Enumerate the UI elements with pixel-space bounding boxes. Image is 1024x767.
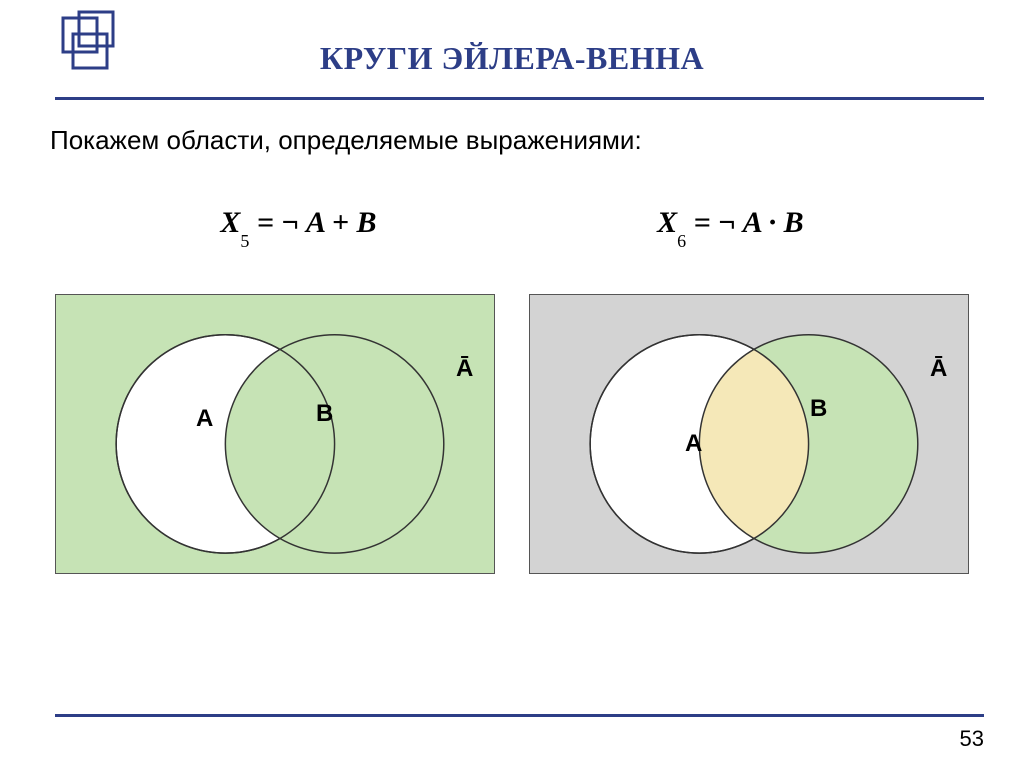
slide-subtitle: Покажем области, определяемые выражениям… bbox=[50, 125, 974, 156]
slide-title: КРУГИ ЭЙЛЕРА-ВЕННА bbox=[40, 20, 984, 77]
venn-diagram-left: A B Ā bbox=[55, 294, 495, 574]
formula-var: X bbox=[220, 206, 240, 239]
venn-diagram-right: A B Ā bbox=[529, 294, 969, 574]
venn-label: Ā bbox=[930, 355, 947, 383]
footer-divider bbox=[55, 714, 984, 717]
formula-expr: = ¬ A + B bbox=[257, 206, 377, 239]
page-number: 53 bbox=[960, 726, 984, 752]
formula-sub: 6 bbox=[677, 231, 686, 251]
venn-label: A bbox=[685, 430, 702, 458]
venn-label: A bbox=[196, 405, 213, 433]
formula-left: X5 = ¬ A + B bbox=[220, 206, 376, 244]
venn-label: B bbox=[316, 400, 333, 428]
diagrams-row: A B Ā A B Ā bbox=[55, 294, 969, 574]
formula-row: X5 = ¬ A + B X6 = ¬ A · B bbox=[80, 206, 944, 244]
header-divider bbox=[55, 97, 984, 100]
formula-right: X6 = ¬ A · B bbox=[657, 206, 804, 244]
venn-label: B bbox=[810, 395, 827, 423]
venn-label: Ā bbox=[456, 355, 473, 383]
logo-icon bbox=[55, 10, 125, 85]
formula-sub: 5 bbox=[240, 231, 249, 251]
formula-var: X bbox=[657, 206, 677, 239]
formula-expr: = ¬ A · B bbox=[694, 206, 804, 239]
